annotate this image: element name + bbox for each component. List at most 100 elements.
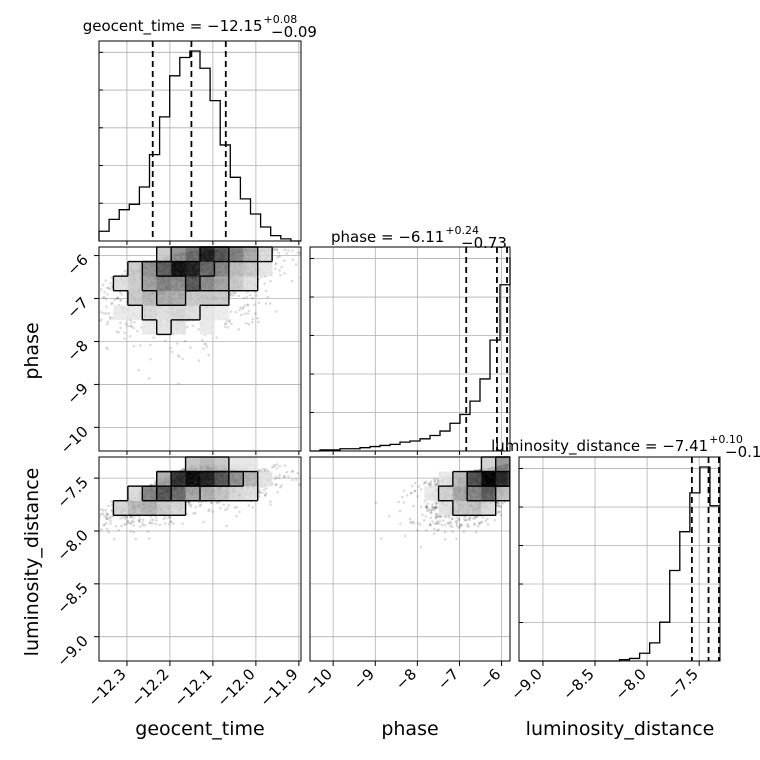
sample-point	[149, 521, 152, 525]
density-cell	[200, 261, 215, 277]
density-cell	[113, 276, 129, 292]
sample-point	[193, 511, 197, 515]
sample-point	[231, 293, 235, 297]
sample-point	[280, 484, 283, 487]
sample-point	[268, 302, 272, 305]
sample-point	[272, 465, 276, 468]
sample-point	[247, 309, 251, 313]
sample-point	[138, 520, 141, 524]
sample-point	[154, 481, 157, 485]
sample-point	[257, 488, 261, 492]
sample-point	[268, 500, 272, 503]
density-cell	[185, 305, 201, 321]
density-cell	[228, 247, 244, 262]
histogram-bin	[440, 431, 450, 451]
sample-point	[123, 269, 127, 273]
sample-point	[101, 283, 105, 287]
sample-point	[183, 339, 187, 343]
sample-point	[105, 305, 108, 309]
sample-point	[96, 518, 99, 521]
sample-point	[197, 359, 201, 362]
sample-point	[150, 483, 154, 486]
sample-point	[130, 324, 134, 328]
sample-point	[237, 328, 241, 331]
density-cell	[156, 290, 172, 306]
sample-point	[148, 521, 152, 524]
sample-point	[259, 468, 262, 472]
sample-point	[169, 346, 172, 350]
sample-point	[114, 524, 118, 528]
sample-point	[235, 505, 239, 509]
sample-point	[77, 323, 80, 326]
density-cell	[156, 305, 172, 321]
density-cell	[214, 276, 230, 292]
sample-point	[141, 523, 145, 527]
sample-point	[243, 312, 246, 315]
sample-point	[93, 333, 96, 336]
histogram-luminosity-distance	[519, 457, 720, 662]
density-cell	[142, 319, 158, 335]
scatter-luminosity-distance-vs-geocent-time	[84, 456, 309, 661]
sample-point	[162, 517, 166, 521]
density-cell	[171, 261, 186, 277]
sample-point	[123, 523, 126, 526]
sample-point	[96, 522, 99, 525]
sample-point	[124, 522, 128, 526]
sample-point	[115, 297, 119, 300]
sample-point	[275, 248, 279, 252]
sample-point	[227, 504, 230, 507]
sample-point	[215, 336, 218, 339]
sample-point	[234, 291, 238, 295]
density-cell	[200, 305, 215, 321]
sample-point	[269, 503, 272, 506]
density-cell	[243, 261, 259, 277]
sample-point	[150, 518, 153, 522]
sample-point	[103, 296, 106, 299]
histogram-bin	[400, 442, 410, 451]
density-cell	[142, 276, 158, 292]
histogram-bin	[240, 199, 250, 241]
density-cell	[200, 290, 215, 306]
sample-point	[92, 524, 95, 527]
sample-point	[279, 273, 282, 277]
sample-point	[256, 316, 259, 320]
sample-point	[105, 323, 109, 326]
density-cell	[185, 290, 201, 306]
sample-point	[117, 528, 120, 532]
density-cell	[142, 290, 158, 306]
sample-point	[117, 330, 120, 334]
sample-point	[199, 503, 203, 507]
sample-point	[271, 465, 274, 469]
histogram-bin	[129, 204, 139, 241]
density-cell	[200, 276, 215, 292]
sample-point	[169, 520, 173, 523]
sample-point	[291, 469, 295, 473]
sample-point	[119, 326, 122, 330]
sample-point	[100, 528, 103, 531]
sample-point	[185, 512, 189, 516]
sample-point	[210, 501, 214, 505]
histogram-bin	[99, 231, 109, 241]
sample-point	[229, 310, 233, 313]
sample-point	[275, 310, 278, 313]
sample-point	[272, 248, 276, 251]
sample-point	[306, 466, 309, 469]
sample-point	[278, 473, 281, 477]
histogram-bin	[660, 622, 670, 661]
sample-point	[298, 251, 301, 255]
sample-point	[136, 329, 139, 333]
sample-point	[92, 323, 95, 326]
sample-point	[279, 485, 282, 489]
sample-point	[262, 488, 266, 492]
sample-point	[233, 506, 237, 510]
sample-point	[109, 519, 112, 522]
sample-point	[294, 478, 298, 481]
density-cell	[214, 247, 230, 262]
sample-point	[208, 508, 211, 511]
sample-point	[127, 520, 130, 523]
sample-point	[84, 526, 87, 529]
sample-point	[131, 516, 135, 520]
sample-point	[110, 500, 114, 503]
sample-point	[264, 486, 268, 490]
sample-point	[274, 267, 277, 270]
